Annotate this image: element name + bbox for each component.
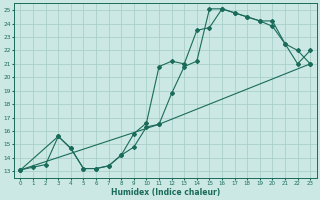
X-axis label: Humidex (Indice chaleur): Humidex (Indice chaleur) (111, 188, 220, 197)
